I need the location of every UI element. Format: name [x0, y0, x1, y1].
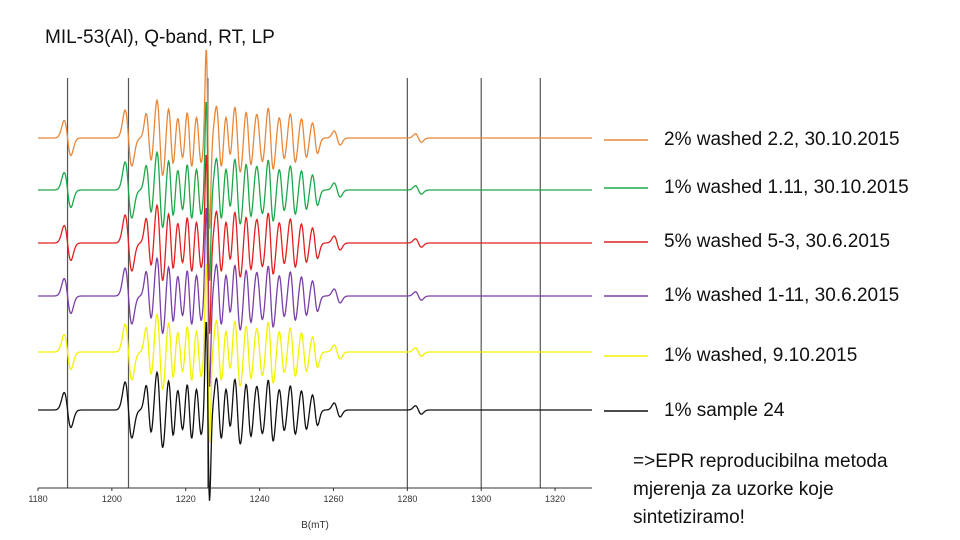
x-tick-label: 1300 [471, 494, 491, 504]
x-axis-title: B(mT) [301, 520, 329, 531]
series-line [38, 49, 592, 229]
legend-label: 5% washed 5-3, 30.6.2015 [664, 231, 891, 252]
legend-label: 2% washed 2.2, 30.10.2015 [664, 129, 900, 150]
series-line [38, 154, 592, 334]
x-tick-label: 1200 [102, 494, 122, 504]
x-tick-label: 1260 [323, 494, 343, 504]
series-line [38, 101, 592, 281]
legend-label: 1% washed 1.11, 30.10.2015 [664, 177, 909, 198]
legend-label: 1% sample 24 [664, 400, 785, 421]
x-tick-label: 1240 [250, 494, 270, 504]
note-line-3: sintetiziramo! [633, 507, 745, 528]
slide-title: MIL-53(Al), Q-band, RT, LP [45, 27, 275, 48]
note-line-1: =>EPR reproducibilna metoda [633, 451, 888, 472]
series-line [38, 263, 592, 443]
conclusion-note: =>EPR reproducibilna metoda mjerenja za … [633, 448, 953, 532]
note-line-2: mjerenja za uzorke koje [633, 479, 834, 500]
x-tick-label: 1220 [176, 494, 196, 504]
series-line [38, 207, 592, 387]
x-tick-label: 1320 [545, 494, 565, 504]
legend-label: 1% washed 1-11, 30.6.2015 [664, 285, 900, 306]
series-line [38, 321, 592, 501]
x-tick-label: 1180 [28, 494, 47, 504]
x-tick-label: 1280 [397, 494, 417, 504]
legend-label: 1% washed, 9.10.2015 [664, 345, 858, 366]
